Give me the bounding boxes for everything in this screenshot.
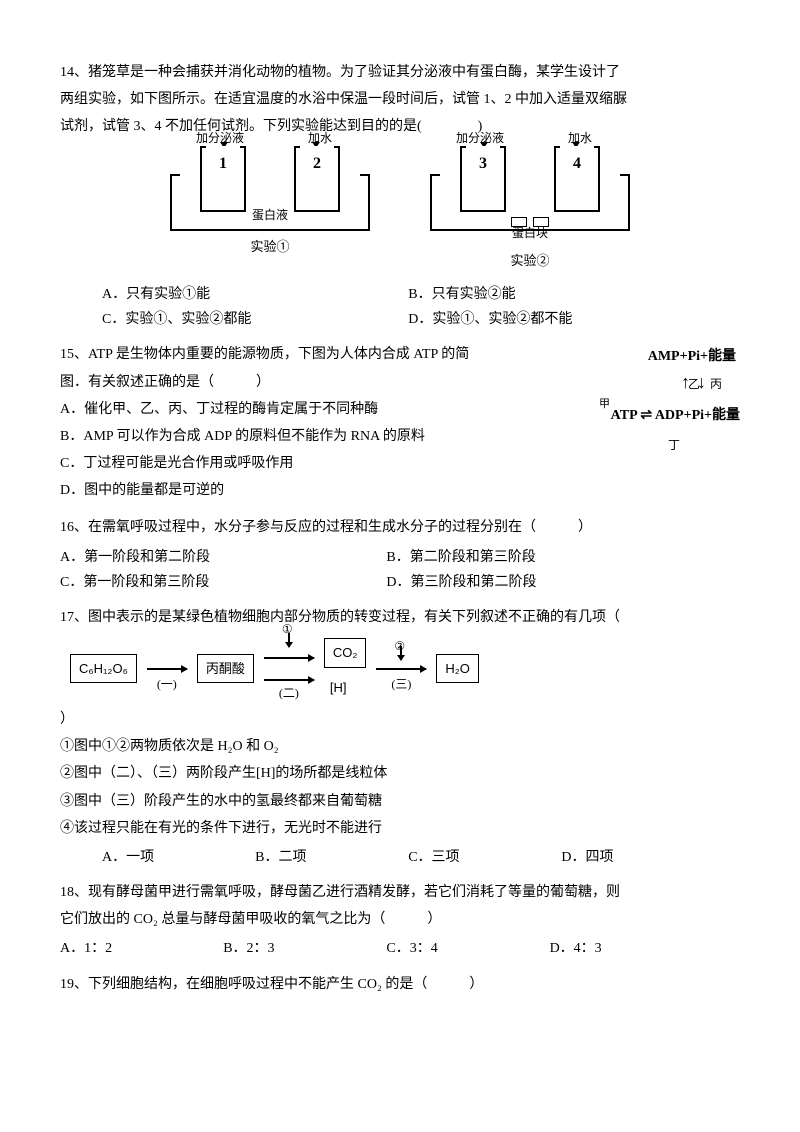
q14-options: A．只有实验①能 B．只有实验②能 C．实验①、实验②都能 D．实验①、实验②都… bbox=[60, 282, 740, 332]
q18-stem-line1: 18、现有酵母菌甲进行需氧呼吸，酵母菌乙进行酒精发酵，若它们消耗了等量的葡萄糖，… bbox=[60, 880, 740, 905]
q17-option-a[interactable]: A．一项 bbox=[102, 845, 255, 870]
q17-s1: ①图中①②两物质依次是 H₂O 和 O₂ bbox=[60, 734, 740, 759]
q17-stem-line2: ） bbox=[60, 707, 740, 732]
q15-option-d[interactable]: D．图中的能量都是可逆的 bbox=[60, 478, 520, 503]
glucose-box: C₆H₁₂O₆ bbox=[70, 654, 137, 683]
arrow-icon: ② (三) bbox=[376, 668, 426, 670]
q18-stem-line2: 它们放出的 CO₂ 总量与酵母菌甲吸收的氧气之比为（ ） bbox=[60, 907, 740, 932]
q17-options: A．一项 B．二项 C．三项 D．四项 bbox=[60, 845, 740, 870]
q14-option-b[interactable]: B．只有实验②能 bbox=[408, 282, 714, 307]
atp-adp-label: ATP ⇌ ADP+Pi+能量 bbox=[611, 403, 740, 428]
q16-stem: 16、在需氧呼吸过程中，水分子参与反应的过程和生成水分子的过程分别在（ ） bbox=[60, 515, 740, 540]
q14-option-d[interactable]: D．实验①、实验②都不能 bbox=[408, 307, 714, 332]
q19-stem: 19、下列细胞结构，在细胞呼吸过程中不能产生 CO₂ 的是（ ） bbox=[60, 972, 740, 997]
q16-option-b[interactable]: B．第二阶段和第三阶段 bbox=[386, 545, 712, 570]
exp2-caption: 实验② bbox=[430, 249, 630, 272]
q15-stem-line1: 15、ATP 是生物体内重要的能源物质，下图为人体内合成 ATP 的简 bbox=[60, 342, 520, 367]
pyruvate-box: 丙酮酸 bbox=[197, 654, 254, 683]
q15-atp-diagram: AMP+Pi+能量 ↑ ↓ 乙丙 甲 ATP ⇌ ADP+Pi+能量 丁 bbox=[540, 338, 740, 458]
exp1-caption: 实验① bbox=[170, 235, 370, 258]
q16-option-c[interactable]: C．第一阶段和第三阶段 bbox=[60, 570, 386, 595]
q18-option-b[interactable]: B．2：3 bbox=[223, 936, 386, 961]
water-bath-icon: 蛋白液 bbox=[170, 174, 370, 231]
q15-stem-line2: 图．有关叙述正确的是（ ） bbox=[60, 370, 520, 395]
stage-three-label: (三) bbox=[391, 674, 411, 696]
split-arrow-icon: ① (二) bbox=[264, 649, 314, 689]
experiment-2: 加分泌液 加水 3 4 蛋白块 实验② bbox=[430, 146, 630, 272]
circle2-label: ② bbox=[394, 636, 405, 658]
q17-option-b[interactable]: B．二项 bbox=[255, 845, 408, 870]
stage-one-label: (一) bbox=[157, 674, 177, 696]
water-bath-icon: 蛋白块 bbox=[430, 174, 630, 231]
q17-s4: ④该过程只能在有光的条件下进行，无光时不能进行 bbox=[60, 816, 740, 841]
q18-option-a[interactable]: A．1：2 bbox=[60, 936, 223, 961]
circle1-label: ① bbox=[282, 619, 293, 641]
q17-option-c[interactable]: C．三项 bbox=[408, 845, 561, 870]
q14-stem-line3: 试剂，试管 3、4 不加任何试剂。下列实验能达到目的的是( ) bbox=[60, 114, 740, 139]
q14-stem-line1: 14、猪笼草是一种会捕获并消化动物的植物。为了验证其分泌液中有蛋白酶，某学生设计… bbox=[60, 60, 740, 85]
ding-label: 丁 bbox=[668, 435, 680, 457]
q14-option-c[interactable]: C．实验①、实验②都能 bbox=[102, 307, 408, 332]
co2-box: CO₂ bbox=[324, 638, 367, 667]
q14-stem-line2: 两组实验，如下图所示。在适宜温度的水浴中保温一段时间后，试管 1、2 中加入适量… bbox=[60, 87, 740, 112]
q14-option-a[interactable]: A．只有实验①能 bbox=[102, 282, 408, 307]
q17-stem-line1: 17、图中表示的是某绿色植物细胞内部分物质的转变过程，有关下列叙述不正确的有几项… bbox=[60, 605, 740, 630]
q18-option-d[interactable]: D．4：3 bbox=[550, 936, 713, 961]
q16-option-a[interactable]: A．第一阶段和第二阶段 bbox=[60, 545, 386, 570]
q17-option-d[interactable]: D．四项 bbox=[561, 845, 714, 870]
yi-bing-labels: 乙丙 bbox=[688, 374, 722, 396]
protein-liquid-label: 蛋白液 bbox=[172, 205, 368, 227]
h2o-box: H₂O bbox=[436, 654, 479, 683]
q14-diagram: 加分泌液 加水 1 2 蛋白液 实验① 加分泌液 加水 3 4 蛋白块 bbox=[60, 146, 740, 272]
q15-option-c[interactable]: C．丁过程可能是光合作用或呼吸作用 bbox=[60, 451, 520, 476]
arrow-icon: (一) bbox=[147, 668, 187, 670]
q18-options: A．1：2 B．2：3 C．3：4 D．4：3 bbox=[60, 936, 740, 961]
amp-label: AMP+Pi+能量 bbox=[648, 344, 736, 369]
jia-label: 甲 bbox=[599, 395, 610, 415]
q16-options: A．第一阶段和第二阶段 B．第二阶段和第三阶段 C．第一阶段和第三阶段 D．第三… bbox=[60, 545, 740, 595]
q15-option-b[interactable]: B．AMP 可以作为合成 ADP 的原料但不能作为 RNA 的原料 bbox=[60, 424, 520, 449]
q17-s3: ③图中（三）阶段产生的水中的氢最终都来自葡萄糖 bbox=[60, 789, 740, 814]
q16-option-d[interactable]: D．第三阶段和第二阶段 bbox=[386, 570, 712, 595]
experiment-1: 加分泌液 加水 1 2 蛋白液 实验① bbox=[170, 146, 370, 272]
q18-option-c[interactable]: C．3：4 bbox=[386, 936, 549, 961]
q17-diagram: C₆H₁₂O₆ (一) 丙酮酸 ① (二) CO₂ [H] ② (三) H₂O bbox=[60, 638, 740, 699]
q15-option-a[interactable]: A．催化甲、乙、丙、丁过程的酶肯定属于不同种酶 bbox=[60, 397, 520, 422]
q17-s2: ②图中（二）、（三）两阶段产生[H]的场所都是线粒体 bbox=[60, 761, 740, 786]
h-label: [H] bbox=[324, 676, 367, 699]
stage-two-label: (二) bbox=[279, 683, 299, 705]
protein-block-label: 蛋白块 bbox=[432, 223, 628, 245]
